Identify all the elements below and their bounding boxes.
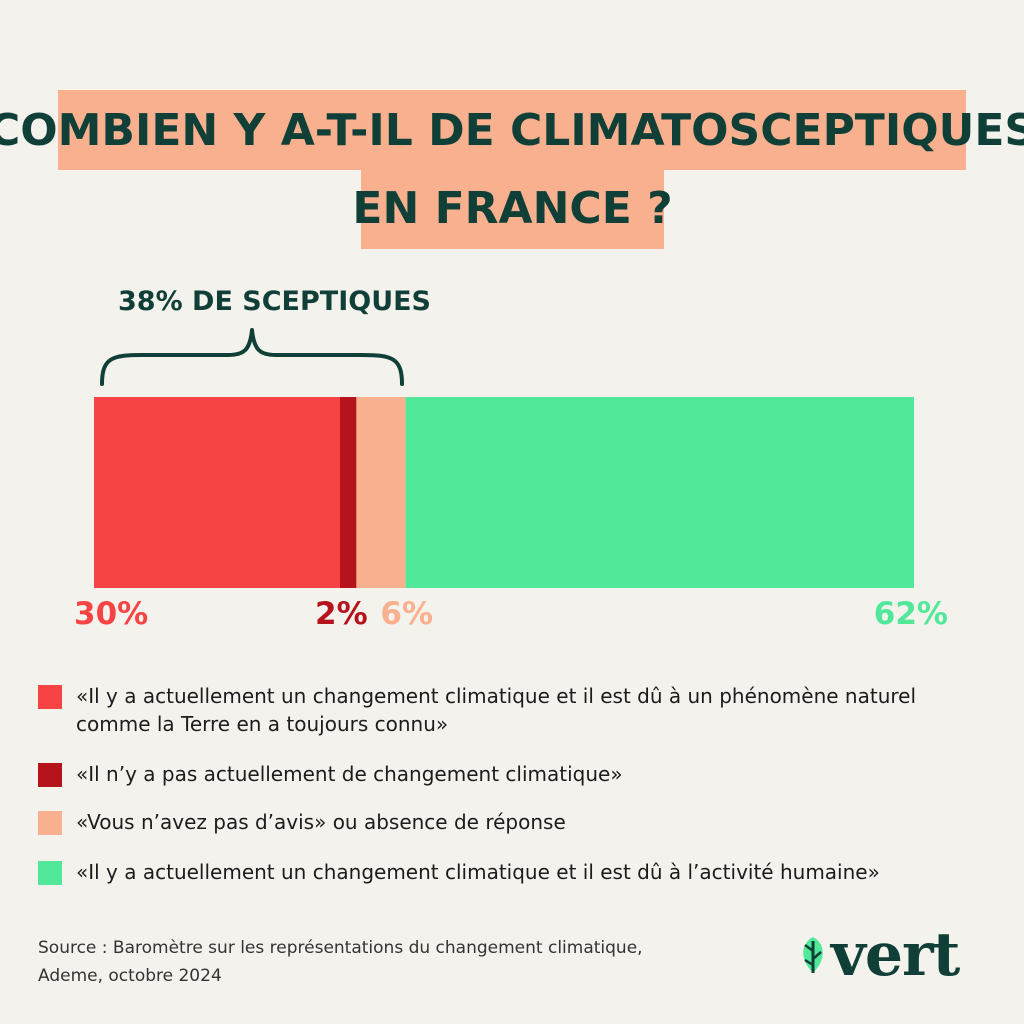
pct-label-1: 30% — [74, 596, 149, 632]
bar-segment-1 — [94, 397, 340, 588]
sceptics-annotation: 38% DE SCEPTIQUES — [118, 286, 432, 317]
bar-segment-2 — [340, 397, 357, 588]
sceptics-brace — [100, 328, 404, 386]
legend-item-2: «Il n’y a pas actuellement de changement… — [38, 760, 976, 788]
legend-label: «Vous n’avez pas d’avis» ou absence de r… — [76, 810, 566, 834]
source-line-1: Source : Baromètre sur les représentatio… — [38, 938, 643, 958]
source-note: Source : Baromètre sur les représentatio… — [38, 934, 758, 990]
vert-logo: vert — [795, 920, 960, 990]
pct-label-4: 62% — [873, 596, 948, 632]
source-line-2: Ademe, octobre 2024 — [38, 966, 222, 986]
legend-label: «Il n’y a pas actuellement de changement… — [76, 762, 623, 786]
legend-label: «Il y a actuellement un changement clima… — [76, 860, 880, 884]
pct-label-2: 2% — [315, 596, 368, 632]
legend-swatch — [38, 763, 62, 787]
legend-swatch — [38, 811, 62, 835]
pct-label-3: 6% — [380, 596, 434, 632]
page-title-line-1: COMBIEN Y A-T-IL DE CLIMATOSCEPTIQUES — [0, 90, 1024, 170]
bar-segment-3 — [356, 397, 406, 588]
page-title-line-2: EN FRANCE ? — [352, 168, 673, 249]
legend-swatch — [38, 685, 62, 709]
legend-swatch — [38, 861, 62, 885]
legend-label: «Il y a actuellement un changement clima… — [76, 684, 917, 736]
legend-item-3: «Vous n’avez pas d’avis» ou absence de r… — [38, 808, 976, 836]
leaf-icon — [803, 937, 823, 973]
legend-item-4: «Il y a actuellement un changement clima… — [38, 858, 976, 886]
legend-item-1: «Il y a actuellement un changement clima… — [38, 682, 976, 738]
bar-segment-4 — [405, 397, 914, 588]
logo-text: vert — [831, 920, 960, 990]
